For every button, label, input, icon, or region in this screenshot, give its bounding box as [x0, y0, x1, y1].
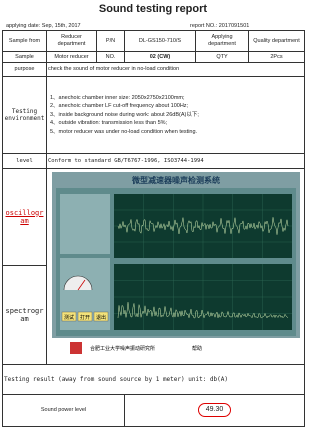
help: 帮助 [192, 345, 202, 352]
cell: 49.30 [125, 394, 305, 426]
cell: oscillogram [3, 169, 47, 266]
environment-list: 1、anechoic chamber inner size: 2050x2750… [48, 95, 303, 136]
cell: NO. [97, 52, 125, 63]
report-page: Sound testing report applying date: Sep,… [0, 0, 306, 438]
environment-item: 4、outside vibration: transmission less t… [50, 120, 301, 127]
cell: 测试打开退出 合肥工业大学噪声振动研究所 帮助 微型减速器噪声检测系统 [47, 169, 305, 365]
cell: check the sound of motor reducer in no-l… [47, 63, 305, 77]
report-number: report NO.: 2017091501 [190, 23, 249, 29]
cell: Motor reducer [47, 52, 97, 63]
environment-item: 2、anechoic chamber LF cut-off frequency … [50, 103, 301, 110]
settings-panel [60, 194, 110, 254]
applying-date: applying date: Sep, 15th, 2017 [6, 23, 81, 29]
environment-item: 1、anechoic chamber inner size: 2050x2750… [50, 95, 301, 102]
cell: Testing result (away from sound source b… [3, 364, 305, 394]
cell: Conform to standard GB/T6767-1996, ISO37… [47, 154, 305, 169]
cell: QTY [196, 52, 249, 63]
cell: Applying department [196, 31, 249, 52]
environment-item: 5、motor reducer was under no-load condit… [50, 129, 301, 136]
cell: Sound power level [3, 394, 125, 426]
cell: DL-GS150-710/S [125, 31, 196, 52]
title: Sound testing report [0, 3, 306, 15]
cell: 1、anechoic chamber inner size: 2050x2750… [47, 77, 305, 154]
software-screenshot: 测试打开退出 合肥工业大学噪声振动研究所 帮助 微型减速器噪声检测系统 [52, 172, 300, 358]
logo [70, 342, 82, 354]
button-label: 退出 [95, 314, 105, 321]
cell: Sample from [3, 31, 47, 52]
cell: Quality department [249, 31, 305, 52]
cell: P/N [97, 31, 125, 52]
button-label: 测试 [63, 314, 73, 321]
cell: Sample [3, 52, 47, 63]
cell: 2Pcs [249, 52, 305, 63]
environment-item: 3、inside background noise during work: a… [50, 112, 301, 119]
organization: 合肥工业大学噪声振动研究所 [90, 345, 155, 352]
cell: 02 (CW) [125, 52, 196, 63]
button-label: 打开 [79, 314, 89, 321]
power-value: 49.30 [198, 403, 232, 417]
cell: Reducer department [47, 31, 97, 52]
cell: Testing environment [3, 77, 47, 154]
report-table: Sample from Reducer department P/N DL-GS… [2, 30, 305, 427]
cell: level [3, 154, 47, 169]
cell: spectrogram [3, 266, 47, 364]
cell: purpose [3, 63, 47, 77]
software-title: 微型减速器噪声检测系统 [131, 175, 220, 185]
